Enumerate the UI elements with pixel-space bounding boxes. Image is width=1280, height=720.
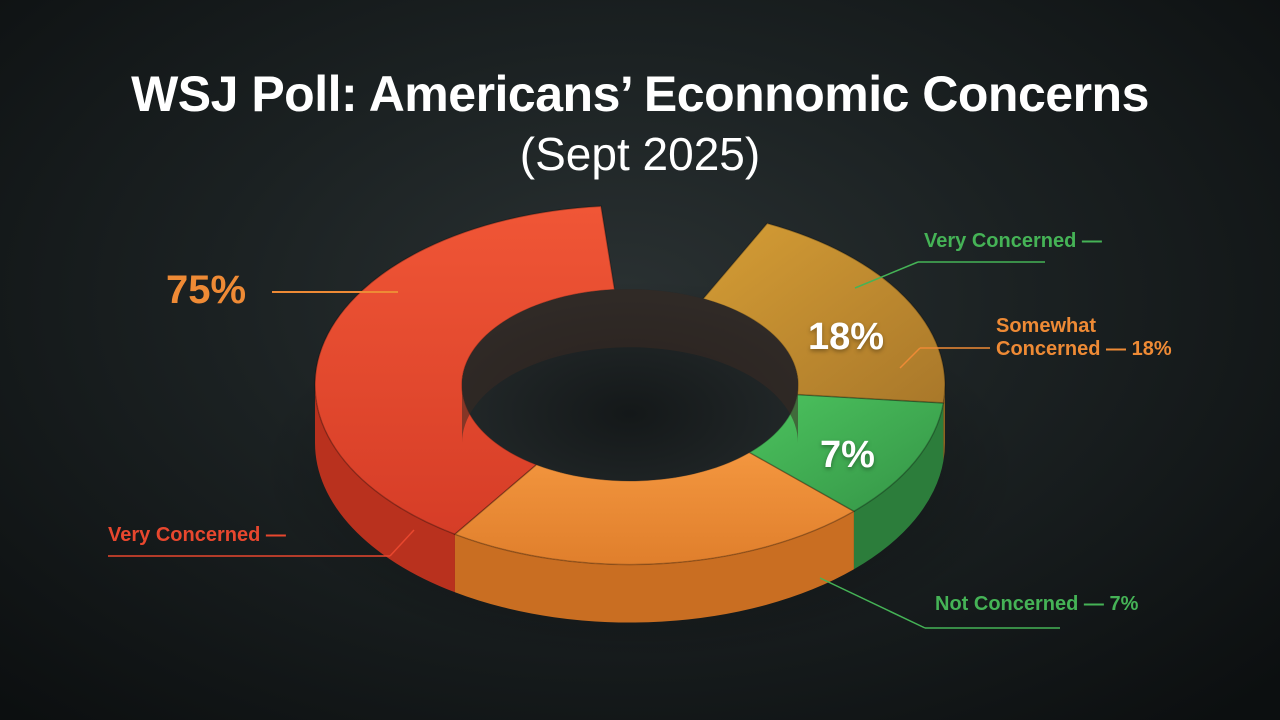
label-somewhat-line2: Concerned — 18%	[996, 338, 1172, 360]
leader-somewhat-diagonal	[899, 347, 921, 369]
chart-title: WSJ Poll: Americans’ Econnomic Concerns	[131, 66, 1149, 122]
slice-very-concerned-orange-side	[454, 511, 854, 623]
slice-very-concerned-red-side	[315, 385, 455, 593]
donut-inner-wall	[462, 289, 798, 443]
leader-very-right-diagonal	[854, 261, 919, 289]
slice-label-7: 7%	[820, 434, 875, 476]
leader-lines	[108, 261, 1060, 629]
chart-subtitle: (Sept 2025)	[519, 128, 761, 180]
donut-sides	[315, 385, 945, 623]
label-not-concerned: Not Concerned — 7%	[935, 593, 1139, 615]
slice-not-concerned-side	[853, 402, 944, 570]
label-very-concerned-right: Very Concerned —	[924, 230, 1102, 252]
slice-somewhat-concerned-side	[943, 385, 945, 461]
label-somewhat-line1: Somewhat	[996, 315, 1097, 337]
chart-title-block: WSJ Poll: Americans’ Econnomic Concerns …	[0, 62, 1280, 182]
label-75-percent: 75%	[166, 268, 247, 312]
label-very-concerned-left: Very Concerned —	[108, 524, 286, 546]
leader-very-left-diagonal	[389, 529, 415, 557]
leader-not-diagonal	[819, 577, 926, 629]
slice-label-18: 18%	[808, 316, 885, 358]
